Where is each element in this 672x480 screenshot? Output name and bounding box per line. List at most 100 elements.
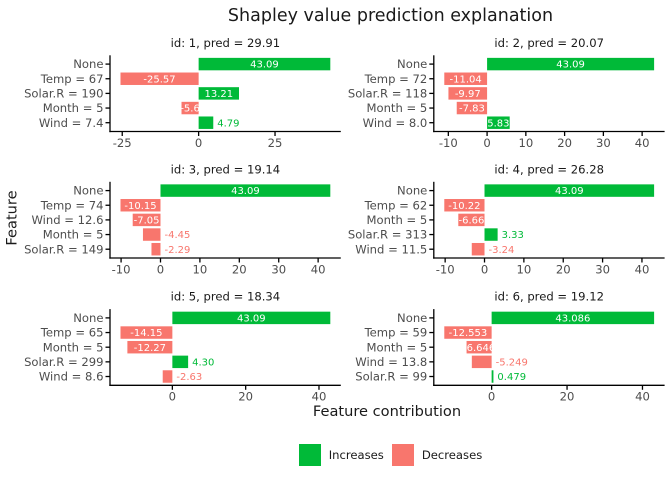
y-tick-label: Month = 5 [43, 340, 104, 354]
increase-bar [484, 228, 498, 241]
increase-bar [484, 184, 655, 197]
bar-value-label: -9.97 [455, 89, 481, 100]
y-tick-label: Solar.R = 99 [355, 370, 427, 384]
bar-value-label: -11.04 [450, 74, 482, 85]
decrease-bar [466, 340, 492, 354]
y-tick-label: None [397, 57, 427, 71]
y-tick-label: Wind = 8.0 [363, 116, 428, 130]
bar-value-label: 43.09 [250, 60, 279, 71]
facet-strip-title: id: 5, pred = 18.34 [171, 290, 281, 304]
y-tick-label: Wind = 8.6 [39, 370, 104, 384]
y-tick-label: Temp = 67 [40, 72, 104, 86]
facet-panel: id: 6, pred = 19.12 0 20 40 None 43.086 Temp =… [355, 290, 665, 404]
legend-entry-increases: Increases [298, 443, 384, 466]
decrease-bar [132, 213, 161, 227]
bar-value-label: -25.57 [143, 74, 175, 85]
x-tick-label: 25 [268, 136, 283, 150]
increase-bar [198, 116, 214, 129]
decrease-bar [142, 228, 161, 241]
y-tick-label: Solar.R = 118 [348, 87, 427, 101]
bar-value-label: 43.086 [555, 313, 590, 324]
bar-value-label: -7.05 [134, 216, 160, 227]
y-tick-label: None [397, 311, 427, 325]
y-tick-label: Wind = 13.8 [355, 355, 427, 369]
x-tick-label: 30 [271, 262, 286, 276]
bar-value-label: 43.09 [231, 186, 260, 197]
x-tick-label: 30 [596, 136, 611, 150]
bar-value-label: -5.249 [496, 357, 528, 368]
y-tick-label: None [73, 184, 103, 198]
increase-bar [160, 184, 331, 197]
decrease-bar [120, 326, 173, 339]
increase-bar [487, 116, 510, 129]
x-tick-label: 40 [635, 390, 650, 404]
x-tick-label: 10 [518, 136, 533, 150]
decrease-bar [448, 87, 488, 100]
bar-value-label: 4.30 [192, 357, 214, 368]
bar-value-label: -14.15 [130, 328, 162, 339]
facet-strip-title: id: 3, pred = 19.14 [171, 162, 281, 176]
facet-strip-title: id: 4, pred = 26.28 [494, 162, 604, 176]
facet-panel: id: 1, pred = 29.91 -25 0 25 None 43.09 Temp =… [24, 36, 341, 150]
x-tick-label: 40 [311, 262, 326, 276]
bar-value-label: 43.09 [555, 186, 584, 197]
legend-entry-decreases: Decreases [391, 443, 483, 466]
bar-value-label: -6.66 [458, 216, 484, 227]
facet-strip-title: id: 2, pred = 20.07 [494, 36, 604, 50]
x-tick-label: 40 [635, 136, 650, 150]
x-tick-label: 10 [516, 262, 531, 276]
decrease-bar [127, 340, 173, 354]
decrease-bar [151, 242, 161, 256]
decrease-bar [471, 242, 485, 256]
decrease-bar [456, 101, 488, 115]
plot-title: Shapley value prediction explanation [227, 6, 554, 26]
bar-value-label: -2.29 [164, 245, 190, 256]
increase-bar [491, 370, 494, 383]
x-tick-label: 0 [488, 390, 495, 404]
x-axis-title: Feature contribution [312, 403, 462, 420]
decreases-label: Decreases [421, 447, 483, 462]
bar-value-label: -5.6 [180, 104, 200, 115]
y-tick-label: Solar.R = 299 [24, 355, 103, 369]
facet-panel: id: 5, pred = 18.34 0 20 40 None 43.09 Temp = … [24, 290, 341, 404]
x-tick-label: 20 [232, 262, 247, 276]
facet-panel: id: 3, pred = 19.14 -10 0 10 20 30 40 None 43.09… [24, 162, 341, 276]
facet-panel: id: 4, pred = 26.28 -10 0 10 20 30 40 None 43.09… [348, 162, 665, 276]
decrease-bar [444, 72, 488, 85]
bar-value-label: -12.553 [449, 328, 488, 339]
decrease-bar [471, 355, 492, 369]
x-tick-label: 20 [556, 262, 571, 276]
bar-value-label: 43.09 [556, 60, 585, 71]
x-tick-label: -10 [112, 262, 131, 276]
decrease-bar [181, 101, 199, 115]
y-tick-label: Temp = 72 [364, 72, 428, 86]
y-tick-label: Month = 5 [366, 340, 427, 354]
x-tick-label: 0 [481, 262, 488, 276]
increase-bar [487, 57, 655, 71]
bar-value-label: -10.22 [448, 201, 480, 212]
y-tick-label: Month = 5 [366, 101, 427, 115]
x-tick-label: 0 [195, 136, 202, 150]
x-tick-label: -25 [113, 136, 132, 150]
y-tick-label: None [73, 57, 103, 71]
y-tick-label: Solar.R = 313 [348, 228, 427, 242]
y-tick-label: Month = 5 [43, 228, 104, 242]
legend: Increases Decreases [110, 443, 671, 466]
bar-value-label: -6.646 [463, 343, 495, 354]
bar-value-label: -4.45 [164, 230, 190, 241]
increases-label: Increases [328, 447, 384, 462]
bar-value-label: 4.79 [217, 118, 239, 129]
decreases-swatch [391, 443, 414, 466]
facet-panel: id: 2, pred = 20.07 -10 0 10 20 30 40 None 43.09… [348, 36, 665, 150]
x-tick-label: -10 [439, 136, 458, 150]
y-tick-label: Wind = 11.5 [355, 242, 427, 256]
y-tick-label: Solar.R = 149 [24, 242, 103, 256]
increase-bar [198, 57, 331, 71]
x-tick-label: 0 [169, 390, 176, 404]
increase-bar [172, 311, 331, 325]
y-tick-label: Temp = 65 [40, 326, 104, 340]
decrease-bar [458, 213, 485, 227]
x-tick-label: 20 [560, 390, 575, 404]
y-tick-label: Wind = 12.6 [31, 213, 103, 227]
